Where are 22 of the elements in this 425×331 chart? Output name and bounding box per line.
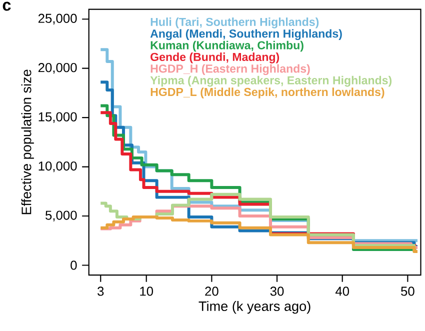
- y-axis-title: Effective population size: [21, 70, 34, 214]
- text: Kuman (Kundiawa, Chimbu): [150, 40, 304, 52]
- x-tick-label: 3: [98, 286, 104, 296]
- y-tick-label: 10,000: [38, 161, 77, 172]
- y-tick-label: 0: [70, 260, 77, 270]
- text: c: [2, 2, 11, 11]
- text: HGDP_H (Eastern Highlands): [150, 64, 310, 75]
- y-tick-label: 25,000: [38, 14, 77, 24]
- y-tick-label: 20,000: [38, 62, 77, 74]
- x-axis-title: Time (k years ago): [198, 301, 310, 314]
- text: Yipma (Angan speakers, Eastern Highlands): [150, 76, 392, 87]
- text: HGDP_L (Middle Sepik, northern lowlands): [150, 88, 384, 98]
- text: Angal (Mendi, Southern Highlands): [150, 29, 342, 40]
- x-tick-label: 10: [140, 286, 154, 296]
- x-tick-label: 40: [335, 286, 350, 296]
- text: Gende (Bundi, Madang): [150, 52, 280, 64]
- y-tick-label: 5,000: [46, 210, 77, 222]
- x-tick-label: 50: [401, 286, 414, 296]
- x-tick-label: 20: [205, 286, 218, 296]
- x-tick-label: 30: [270, 286, 284, 296]
- y-tick-label: 15,000: [38, 112, 77, 123]
- text: Huli (Tari, Southern Highlands): [150, 17, 319, 28]
